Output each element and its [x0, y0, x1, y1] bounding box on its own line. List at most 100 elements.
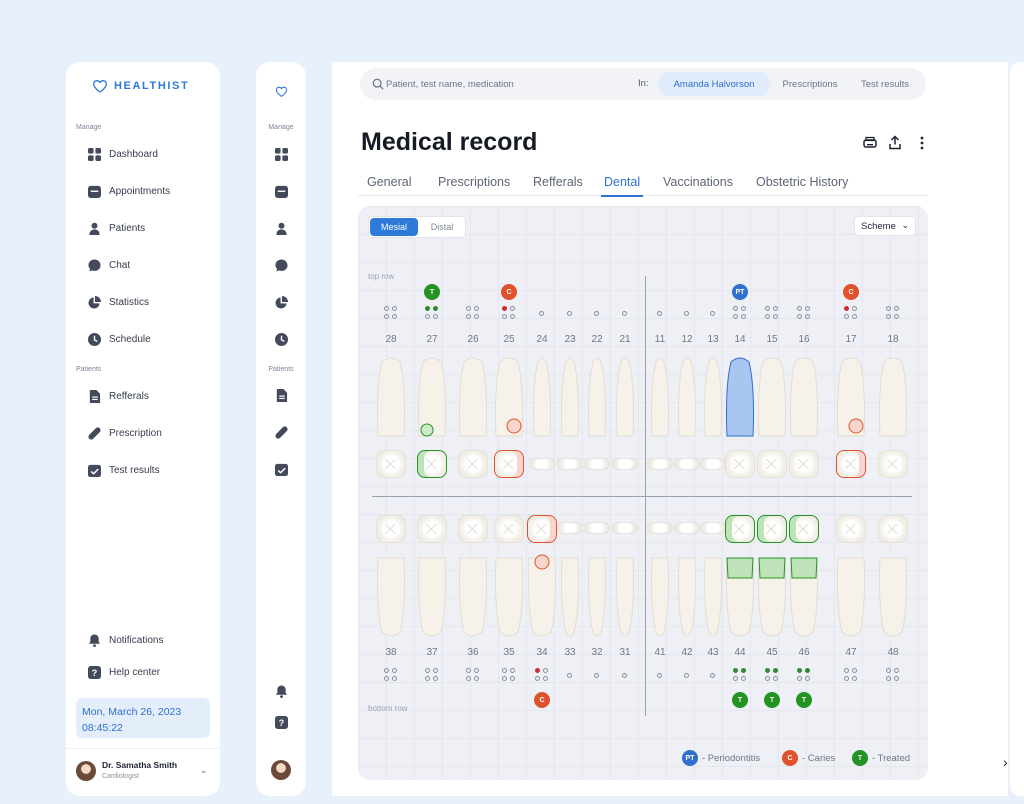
tab-vaccinations[interactable]: Vaccinations — [663, 175, 733, 189]
scope-chip-test-results[interactable]: Test results — [860, 78, 910, 90]
checklist-icon[interactable] — [274, 462, 288, 476]
tooth-crown-27[interactable] — [417, 450, 447, 478]
tooth-crown-22[interactable] — [584, 458, 610, 470]
tooth-crown-18[interactable] — [878, 450, 908, 478]
tooth-41[interactable] — [643, 554, 677, 638]
pie-chart-icon[interactable] — [274, 295, 288, 309]
tooth-crown-46[interactable] — [789, 515, 819, 543]
scheme-dropdown[interactable]: Scheme ⌄ — [854, 216, 916, 236]
tooth-crown-15[interactable] — [757, 450, 787, 478]
tooth-21[interactable] — [608, 356, 642, 440]
tooth-crown-38[interactable] — [376, 515, 406, 543]
tooth-16[interactable] — [787, 356, 821, 440]
brand-logo[interactable]: HEALTHIST — [92, 78, 189, 94]
tab-general[interactable]: General — [367, 175, 412, 189]
tooth-crown-35[interactable] — [494, 515, 524, 543]
tooth-crown-41[interactable] — [647, 522, 673, 534]
tooth-15[interactable] — [755, 356, 789, 440]
distal-toggle-button[interactable]: Distal — [430, 222, 454, 232]
tooth-crown-37[interactable] — [417, 515, 447, 543]
tooth-28[interactable] — [374, 356, 408, 440]
sidebar-item-dashboard[interactable]: Dashboard — [88, 145, 158, 163]
tooth-crown-26[interactable] — [458, 450, 488, 478]
tooth-13[interactable] — [696, 356, 730, 440]
tooth-status-badge-45[interactable]: T — [764, 692, 780, 708]
tooth-34[interactable] — [525, 554, 559, 638]
tooth-26[interactable] — [456, 356, 490, 440]
tooth-crown-17[interactable] — [836, 450, 866, 478]
sidebar-item-prescription[interactable]: Prescription — [88, 424, 162, 442]
search-input[interactable] — [386, 75, 626, 93]
tab-prescriptions[interactable]: Prescriptions — [438, 175, 511, 189]
tooth-48[interactable] — [876, 554, 910, 638]
pill-icon[interactable] — [274, 425, 288, 439]
tooth-crown-28[interactable] — [376, 450, 406, 478]
share-icon[interactable] — [887, 135, 903, 151]
tooth-42[interactable] — [670, 554, 704, 638]
tooth-crown-47[interactable] — [836, 515, 866, 543]
tooth-31[interactable] — [608, 554, 642, 638]
tooth-status-badge-14[interactable]: PT — [732, 284, 748, 300]
tooth-crown-16[interactable] — [789, 450, 819, 478]
tooth-crown-43[interactable] — [700, 522, 726, 534]
tooth-25[interactable] — [492, 356, 526, 440]
tooth-crown-21[interactable] — [612, 458, 638, 470]
sidebar-item-help-center[interactable]: ? Help center — [88, 663, 160, 681]
tooth-crown-44[interactable] — [725, 515, 755, 543]
tooth-35[interactable] — [492, 554, 526, 638]
chat-icon[interactable] — [274, 258, 288, 272]
tooth-47[interactable] — [834, 554, 868, 638]
sidebar-item-chat[interactable]: Chat — [88, 256, 130, 274]
tooth-status-badge-17[interactable]: C — [843, 284, 859, 300]
more-options-icon[interactable] — [914, 135, 930, 151]
tooth-crown-45[interactable] — [757, 515, 787, 543]
stethoscope-heart-icon[interactable] — [274, 84, 288, 98]
tooth-27[interactable] — [415, 356, 449, 440]
tooth-status-badge-46[interactable]: T — [796, 692, 812, 708]
tooth-crown-33[interactable] — [557, 522, 583, 534]
tooth-crown-11[interactable] — [647, 458, 673, 470]
tab-obstetric-history[interactable]: Obstetric History — [756, 175, 849, 189]
tooth-crown-14[interactable] — [725, 450, 755, 478]
avatar[interactable] — [271, 760, 291, 780]
bell-icon[interactable] — [274, 684, 288, 698]
grid-icon[interactable] — [274, 147, 288, 161]
tooth-status-badge-34[interactable]: C — [534, 692, 550, 708]
tab-refferals[interactable]: Refferals — [533, 175, 583, 189]
tooth-12[interactable] — [670, 356, 704, 440]
sidebar-item-statistics[interactable]: Statistics — [88, 293, 149, 311]
sidebar-item-patients[interactable]: Patients — [88, 219, 145, 237]
tooth-36[interactable] — [456, 554, 490, 638]
tab-dental[interactable]: Dental — [600, 175, 644, 197]
tooth-11[interactable] — [643, 356, 677, 440]
tooth-crown-42[interactable] — [674, 522, 700, 534]
sidebar-item-schedule[interactable]: Schedule — [88, 330, 151, 348]
sidebar-item-notifications[interactable]: Notifications — [88, 631, 163, 649]
tooth-45[interactable] — [755, 554, 789, 638]
tooth-32[interactable] — [580, 554, 614, 638]
chevron-down-icon[interactable]: ⌄ — [200, 765, 208, 775]
question-icon[interactable]: ? — [274, 715, 288, 729]
tooth-crown-25[interactable] — [494, 450, 524, 478]
tooth-crown-34[interactable] — [527, 515, 557, 543]
tooth-18[interactable] — [876, 356, 910, 440]
tooth-38[interactable] — [374, 554, 408, 638]
tooth-crown-48[interactable] — [878, 515, 908, 543]
sidebar-item-test-results[interactable]: Test results — [88, 461, 160, 479]
mesial-toggle-button[interactable]: Mesial — [370, 218, 418, 236]
tooth-22[interactable] — [580, 356, 614, 440]
tooth-status-badge-44[interactable]: T — [732, 692, 748, 708]
tooth-crown-32[interactable] — [584, 522, 610, 534]
tooth-43[interactable] — [696, 554, 730, 638]
clock-icon[interactable] — [274, 332, 288, 346]
tooth-33[interactable] — [553, 554, 587, 638]
tooth-crown-36[interactable] — [458, 515, 488, 543]
tooth-crown-24[interactable] — [529, 458, 555, 470]
tooth-status-badge-27[interactable]: T — [424, 284, 440, 300]
user-profile[interactable]: Dr. Samatha Smith Cardiologist ⌄ — [66, 748, 220, 796]
tooth-crown-12[interactable] — [674, 458, 700, 470]
tooth-23[interactable] — [553, 356, 587, 440]
tooth-crown-23[interactable] — [557, 458, 583, 470]
document-icon[interactable] — [274, 388, 288, 402]
tooth-crown-13[interactable] — [700, 458, 726, 470]
